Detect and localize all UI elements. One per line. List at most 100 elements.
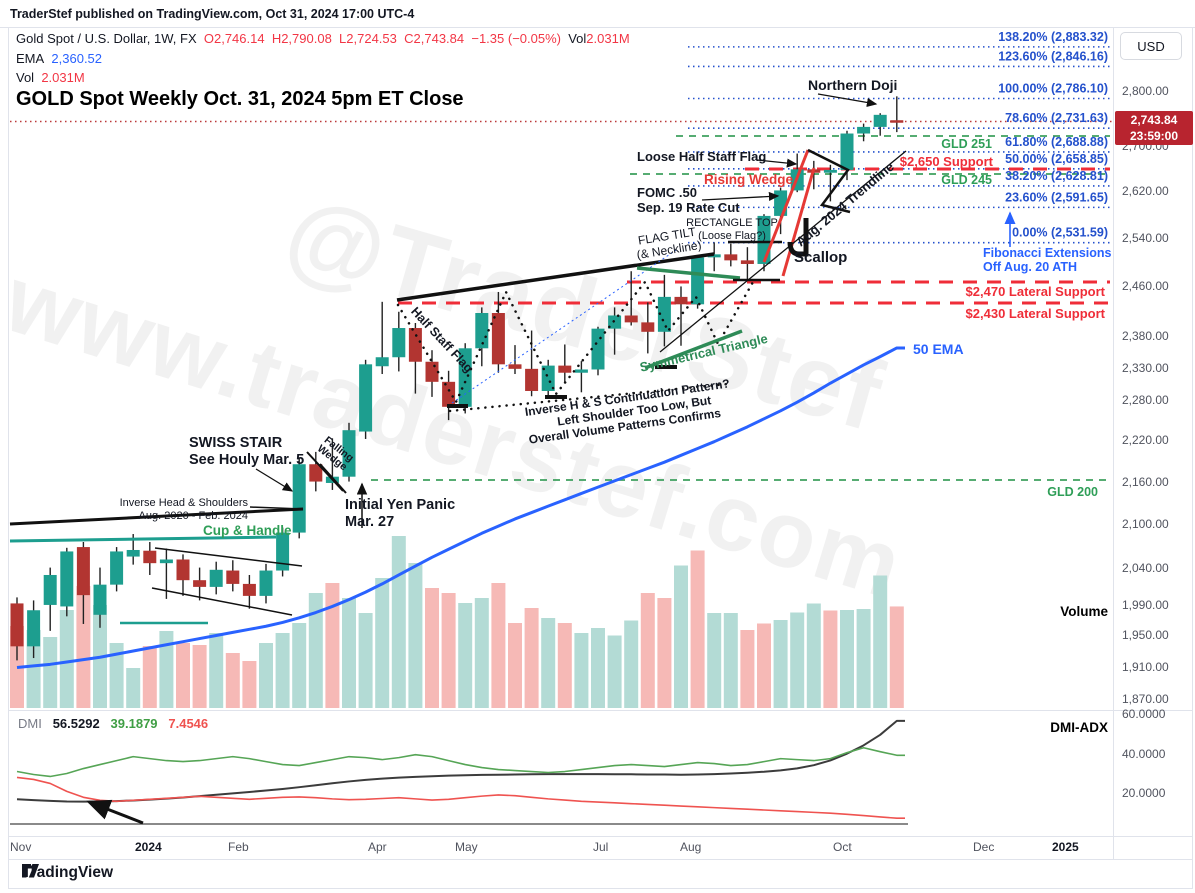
fib-level-label: 123.60% (2,846.16) (998, 49, 1108, 63)
label-rectangle-top-line2: (Loose Flag?) (698, 229, 766, 242)
label-fib-ext-line1: Fibonacci Extensions (983, 246, 1112, 260)
dmi-plus-line (16, 746, 905, 778)
falling-wedge-a[interactable] (306, 451, 344, 492)
candle-body (823, 169, 837, 173)
label-yen-line1: Initial Yen Panic (345, 497, 456, 513)
label-rectangle-top-line1: RECTANGLE TOP (686, 217, 778, 229)
label-volume-pane: Volume (1060, 604, 1108, 619)
price-tick: 2,220.00 (1122, 433, 1169, 448)
candle-body (525, 368, 539, 391)
triangle-lower[interactable] (644, 329, 743, 370)
ihs-dotted-zigzag[interactable] (396, 279, 755, 405)
label-ihs2020-line1: Inverse Head & Shoulders (119, 497, 248, 509)
time-tick: Aug (680, 840, 702, 854)
volume-bar (26, 630, 41, 708)
price-tick: 2,330.00 (1122, 360, 1169, 375)
change-value: −1.35 (−0.05%) (471, 31, 561, 46)
label-fib-ext-line2: Off Aug. 20 ATH (983, 259, 1077, 274)
candle-body (707, 254, 721, 258)
fomc-arrow[interactable] (701, 191, 780, 202)
vol2-label: Vol (16, 70, 35, 85)
published-line: TraderStef published on TradingView.com,… (10, 7, 415, 21)
candle-body (392, 328, 406, 358)
candle-body (691, 257, 705, 305)
volume-bar (773, 620, 788, 708)
symbol-row[interactable]: Gold Spot / U.S. Dollar, 1W, FX O2,746.1… (16, 31, 630, 46)
volume-bar (889, 606, 904, 708)
volume-bar (707, 613, 722, 708)
time-tick: Nov (10, 840, 32, 854)
volume-bar (375, 578, 390, 708)
dmi-legend-row[interactable]: DMI 56.5292 39.1879 7.4546 (18, 716, 208, 731)
rising-wedge-b[interactable] (781, 167, 816, 277)
volume-bar (557, 623, 572, 708)
label-gld-200: GLD 200 (1047, 485, 1098, 499)
ema-row[interactable]: EMA 2,360.52 (16, 51, 102, 66)
last-price-tag: 2,743.84 23:59:00 (1115, 111, 1193, 145)
label-2470-support: $2,470 Lateral Support (965, 284, 1105, 299)
volume-bar (259, 643, 273, 708)
northern-doji-arrow[interactable] (817, 93, 878, 107)
dmi-plus-di-value: 39.1879 (110, 716, 158, 731)
handle-channel-lower[interactable] (151, 587, 293, 616)
ema-50-line (16, 346, 905, 669)
time-tick: 2024 (135, 840, 162, 854)
handle-channel-upper[interactable] (154, 547, 303, 567)
currency-toggle-button[interactable]: USD (1120, 32, 1182, 60)
flag-tilt-neckline[interactable] (396, 252, 715, 302)
cup-handle-line[interactable] (9, 535, 277, 543)
candle-body (176, 559, 190, 581)
candle-body (342, 430, 356, 477)
label-swiss-stair: SWISS STAIR See Houly Mar. 5 (189, 435, 304, 469)
fib-level-label: 50.00% (2,658.85) (1005, 152, 1108, 166)
falling-wedge-b[interactable] (319, 463, 347, 494)
last-price-time: 23:59:00 (1129, 128, 1179, 143)
candle-body (375, 357, 389, 367)
vol-row[interactable]: Vol 2.031M (16, 70, 85, 85)
dmi-cross-arrow[interactable] (86, 799, 144, 825)
fib-level-label: 78.60% (2,731.63) (1005, 111, 1108, 125)
candle-body (93, 584, 107, 615)
volume-bar (43, 637, 58, 708)
price-tick: 1,910.00 (1122, 659, 1169, 674)
loose-flag-arrow[interactable] (756, 158, 798, 168)
triangle-upper[interactable] (636, 266, 741, 280)
rising-wedge-a[interactable] (762, 149, 810, 263)
candle-body (43, 574, 57, 605)
ihs-2020-label-line[interactable] (249, 506, 304, 510)
volume-bar (225, 653, 240, 708)
symbol-name[interactable]: Gold Spot / U.S. Dollar, 1W, FX (16, 31, 197, 46)
fib-level-label: 100.00% (2,786.10) (998, 81, 1108, 95)
label-swiss-line1: SWISS STAIR (189, 435, 283, 451)
time-tick: May (455, 840, 478, 854)
dmi-minus-di-value: 7.4546 (168, 716, 209, 731)
ihs-2020-neckline[interactable] (9, 507, 304, 526)
volume-bar (126, 668, 141, 708)
candle-body (242, 583, 256, 596)
volume-bar (209, 633, 224, 708)
candle-body (657, 296, 671, 332)
label-yen-line2: Mar. 27 (345, 514, 395, 531)
label-fomc-line2: Sep. 19 Rate Cut (637, 200, 740, 216)
swiss-stair-arrow[interactable] (255, 468, 294, 492)
candle-body (143, 550, 157, 564)
dmi-adx-value: 56.5292 (52, 716, 100, 731)
scallop-curve[interactable] (787, 218, 809, 257)
candle-body (890, 120, 904, 123)
aug-2024-trendline[interactable] (659, 150, 907, 353)
candle-body (591, 328, 605, 370)
candle-body (259, 570, 273, 596)
volume-bar (657, 598, 672, 708)
candle-body (408, 328, 422, 362)
candle-body (292, 464, 306, 533)
tradingview-logo[interactable]: TradingView (22, 864, 113, 882)
blue-measure-line[interactable] (451, 249, 677, 404)
volume-bar (391, 536, 406, 708)
price-tick: 2,800.00 (1122, 84, 1169, 98)
candle-body (442, 381, 456, 407)
volume-bar (541, 618, 556, 708)
candle-body (425, 361, 439, 382)
volume-bar (873, 575, 888, 708)
candle-body (674, 296, 688, 305)
